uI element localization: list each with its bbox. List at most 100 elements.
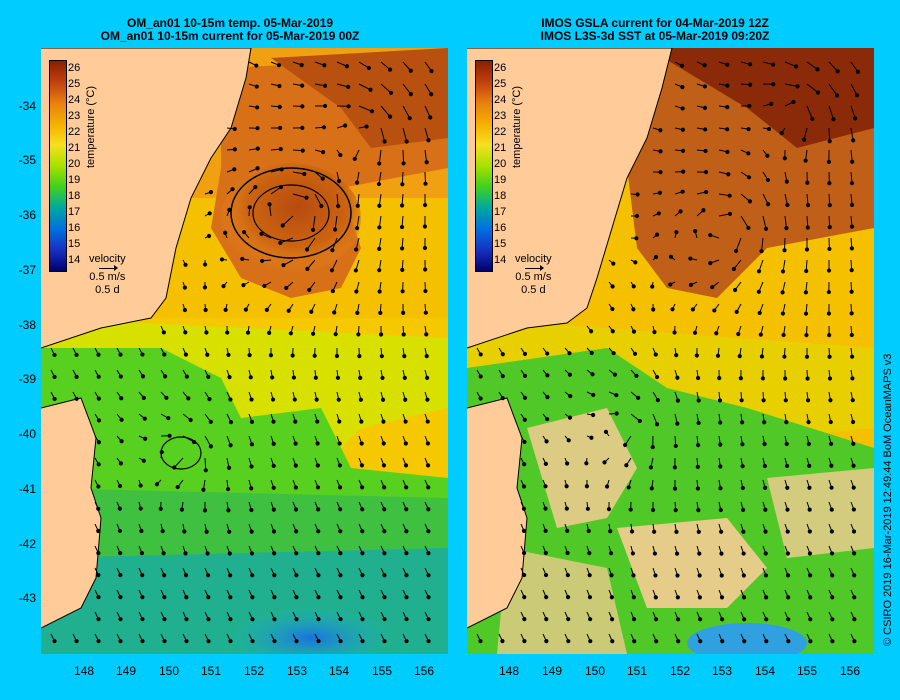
current-arrow-head <box>267 330 272 335</box>
current-arrow-head <box>675 375 680 380</box>
current-arrow-head <box>675 573 680 578</box>
current-arrow-head <box>249 551 255 556</box>
current-arrow-head <box>727 193 732 198</box>
current-arrow-head <box>188 417 193 423</box>
current-arrow-head <box>741 595 747 600</box>
current-arrow-head <box>692 330 698 335</box>
current-arrow-head <box>708 261 713 266</box>
current-arrow-head <box>404 617 409 622</box>
current-arrow-head <box>117 506 122 511</box>
left-velocity-legend: velocity 0.5 m/s 0.5 d <box>89 253 126 297</box>
current-arrow-head <box>715 353 721 358</box>
current-arrow-head <box>712 308 717 313</box>
current-arrow-head <box>154 482 160 487</box>
current-arrow <box>784 83 798 87</box>
current-arrow-head <box>609 573 614 578</box>
current-arrow-head <box>399 246 405 251</box>
current-arrow-head <box>851 138 856 143</box>
cbar-tick: 24 <box>494 94 507 106</box>
current-arrow-head <box>636 395 641 400</box>
right-current-arrows <box>476 61 861 644</box>
current-arrow-head <box>315 419 320 424</box>
current-arrow-head <box>426 551 431 556</box>
lon-label: 152 <box>243 664 265 678</box>
current-arrow-head <box>697 551 702 556</box>
current-arrow-head <box>748 62 753 67</box>
current-arrow-head <box>249 486 254 491</box>
current-arrow-head <box>162 352 167 357</box>
current-arrow-head <box>159 450 164 455</box>
current-arrow <box>762 215 767 229</box>
current-arrow-head <box>567 415 573 420</box>
current-arrow-head <box>771 82 776 87</box>
current-arrow-head <box>117 528 123 534</box>
current-arrow-head <box>338 551 343 556</box>
cbar-tick: 19 <box>68 174 81 186</box>
current-arrow-head <box>382 617 387 622</box>
current-arrow-head <box>96 440 102 445</box>
current-arrow-head <box>425 419 430 424</box>
current-arrow-head <box>589 329 594 334</box>
current-arrow-head <box>827 181 832 186</box>
current-arrow-head <box>826 311 832 316</box>
current-arrow-head <box>765 153 770 158</box>
current-arrow-head <box>96 528 101 534</box>
current-arrow-head <box>543 484 548 489</box>
current-arrow-head <box>589 435 594 440</box>
current-arrow-head <box>382 507 387 512</box>
current-arrow-head <box>270 397 276 402</box>
current-arrow-head <box>808 617 813 622</box>
current-arrow-head <box>183 551 188 556</box>
current-arrow-head <box>828 441 834 447</box>
current-arrow-head <box>96 639 101 644</box>
current-arrow-head <box>228 397 233 402</box>
current-arrow-head <box>319 203 324 209</box>
current-arrow-head <box>304 195 309 200</box>
current-arrow-head <box>293 463 298 468</box>
current-arrow-head <box>162 573 167 578</box>
current-arrow-head <box>382 139 387 144</box>
current-arrow-head <box>565 550 570 556</box>
current-arrow-head <box>52 352 57 358</box>
current-arrow-head <box>250 595 255 600</box>
current-arrow-head <box>544 439 549 444</box>
current-arrow-head <box>791 99 796 105</box>
current-arrow-head <box>478 396 483 401</box>
current-arrow-head <box>377 161 382 166</box>
current-arrow-head <box>522 572 527 578</box>
current-arrow-head <box>271 507 276 512</box>
velocity-label: velocity <box>515 253 552 265</box>
current-arrow-head <box>852 551 857 556</box>
current-arrow-head <box>688 282 693 287</box>
current-arrow-head <box>587 573 592 578</box>
current-arrow-head <box>631 329 637 334</box>
cbar-tick: 20 <box>68 158 81 170</box>
lon-label: 148 <box>498 664 520 678</box>
current-arrow-head <box>850 159 855 164</box>
current-arrow-head <box>757 310 762 316</box>
current-arrow-head <box>675 617 681 622</box>
current-arrow-head <box>849 289 854 294</box>
cbar-tick: 23 <box>494 110 507 122</box>
current-arrow-head <box>763 551 768 556</box>
cbar-tick: 24 <box>68 94 81 106</box>
current-arrow-head <box>720 639 725 644</box>
current-arrow-head <box>808 595 813 600</box>
lon-label: 153 <box>711 664 733 678</box>
current-arrow-head <box>428 115 433 120</box>
right-colorbar <box>475 60 493 272</box>
current-arrow-head <box>801 137 807 142</box>
current-arrow-head <box>805 180 810 185</box>
current-arrow-head <box>543 550 548 556</box>
current-arrow-head <box>698 639 703 644</box>
current-arrow-head <box>352 156 357 162</box>
current-arrow <box>182 435 195 443</box>
current-arrow-head <box>183 262 188 267</box>
current-arrow-head <box>564 484 569 489</box>
current-arrow-head <box>424 375 430 380</box>
current-arrow-head <box>293 485 299 490</box>
current-arrow-head <box>764 617 769 622</box>
current-arrow-head <box>426 595 431 600</box>
current-arrow-head <box>785 202 790 208</box>
lat-label: -40 <box>18 427 36 441</box>
